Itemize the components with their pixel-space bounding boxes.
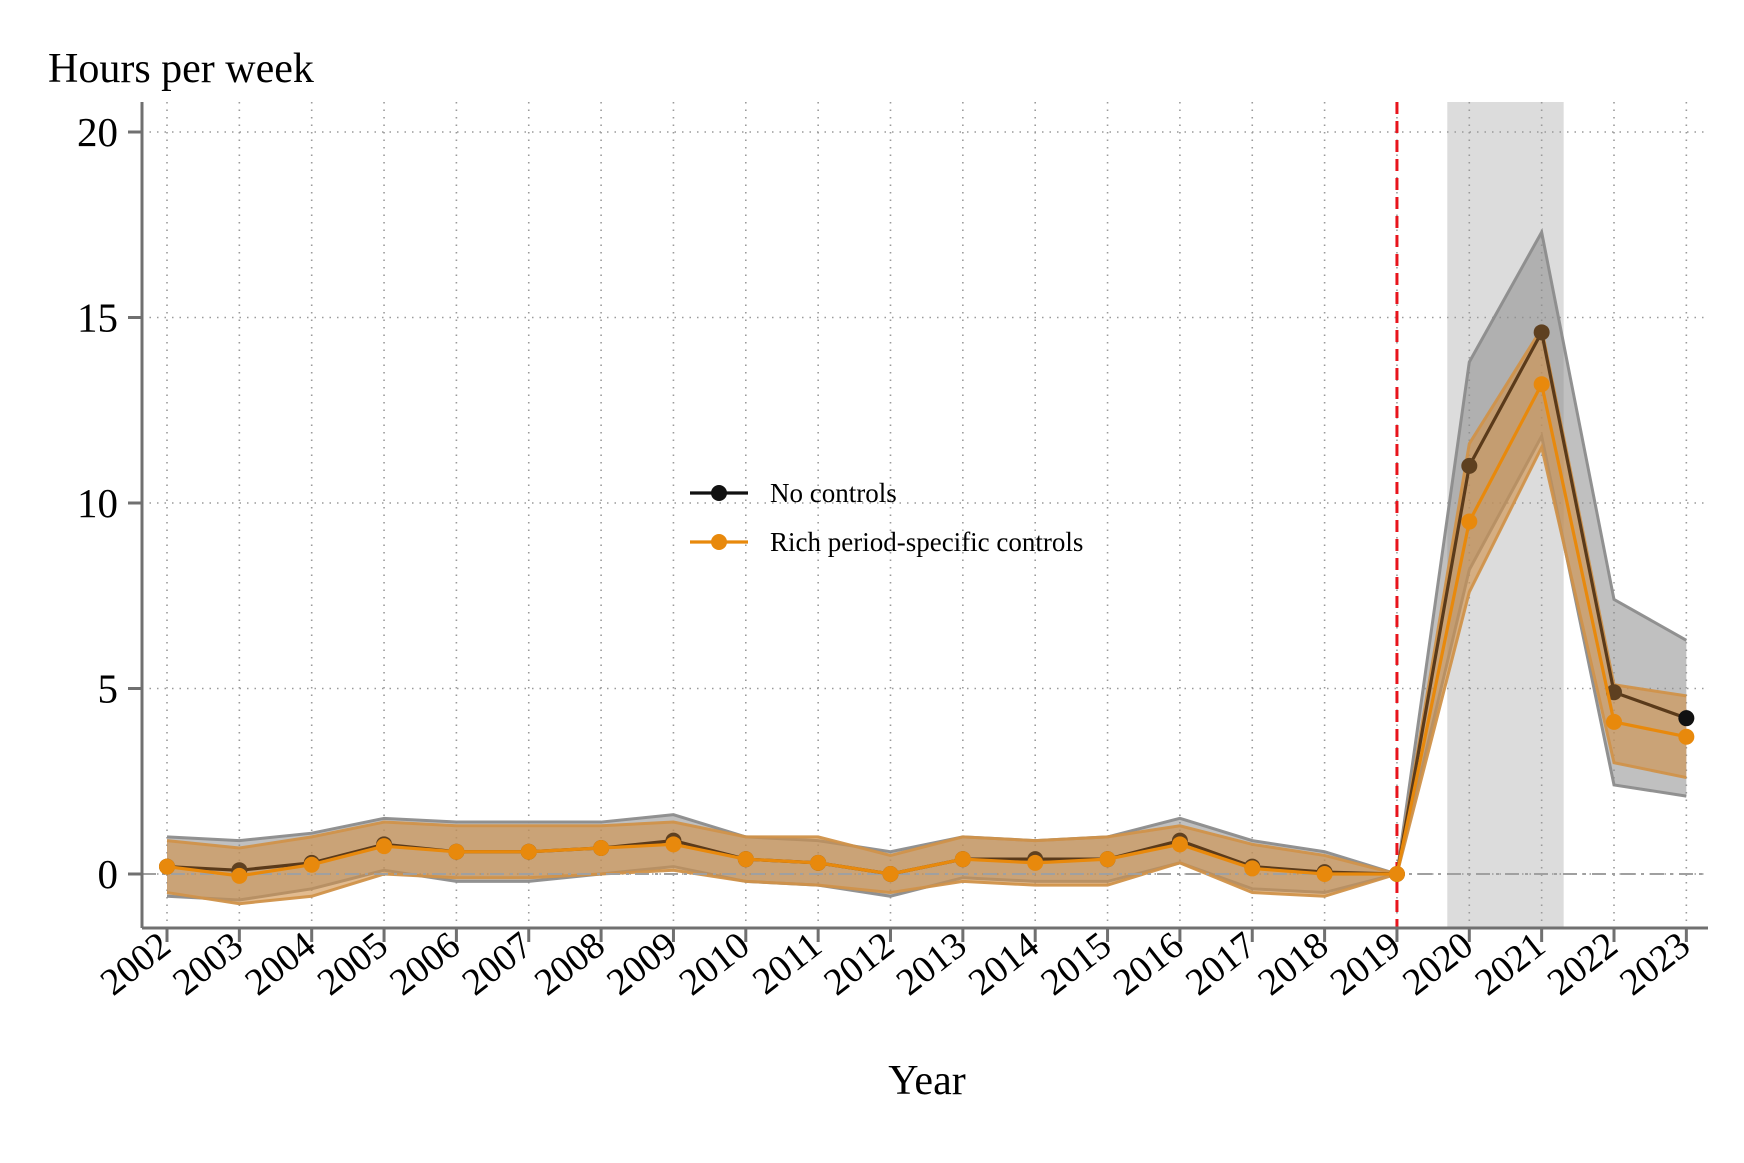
data-point: [1461, 513, 1478, 530]
data-point: [882, 866, 899, 882]
data-point: [1678, 710, 1695, 727]
data-point: [954, 851, 971, 868]
ci-upper-edge: [166, 227, 1688, 876]
data-point: [376, 838, 393, 855]
data-point: [1533, 376, 1550, 393]
data-point: [520, 843, 537, 860]
legend-label-no-controls: No controls: [770, 478, 897, 508]
series-line-rich-controls: [166, 382, 1687, 878]
data-point: [1606, 713, 1622, 730]
x-axis-title: Year: [888, 1058, 965, 1104]
data-point: [1316, 866, 1333, 882]
data-point: [1099, 851, 1116, 868]
data-point: [1461, 457, 1478, 474]
data-point: [448, 843, 465, 860]
ci-lower-edge: [166, 442, 1687, 906]
data-point: [159, 858, 175, 875]
y-tick-label: 15: [77, 295, 118, 341]
data-point: [1388, 866, 1405, 882]
y-tick-label: 5: [98, 666, 119, 712]
data-point: [303, 856, 320, 873]
data-point: [1533, 324, 1550, 341]
data-point: [665, 836, 682, 853]
data-point: [810, 854, 827, 871]
y-axis-title: Hours per week: [48, 46, 314, 92]
legend-marker: [711, 485, 727, 501]
data-point: [593, 840, 610, 857]
ci-upper-edge: [166, 324, 1687, 876]
data-point: [737, 851, 754, 868]
data-point: [1244, 860, 1261, 877]
data-point: [1171, 836, 1188, 853]
data-point: [231, 867, 248, 884]
data-point: [1027, 854, 1044, 871]
y-tick-label: 20: [77, 109, 118, 155]
legend-label-rich-controls: Rich period-specific controls: [770, 527, 1083, 557]
y-tick-label: 10: [77, 480, 118, 526]
data-point: [1678, 728, 1695, 745]
y-tick-label: 0: [98, 851, 119, 897]
legend-marker: [711, 534, 727, 550]
